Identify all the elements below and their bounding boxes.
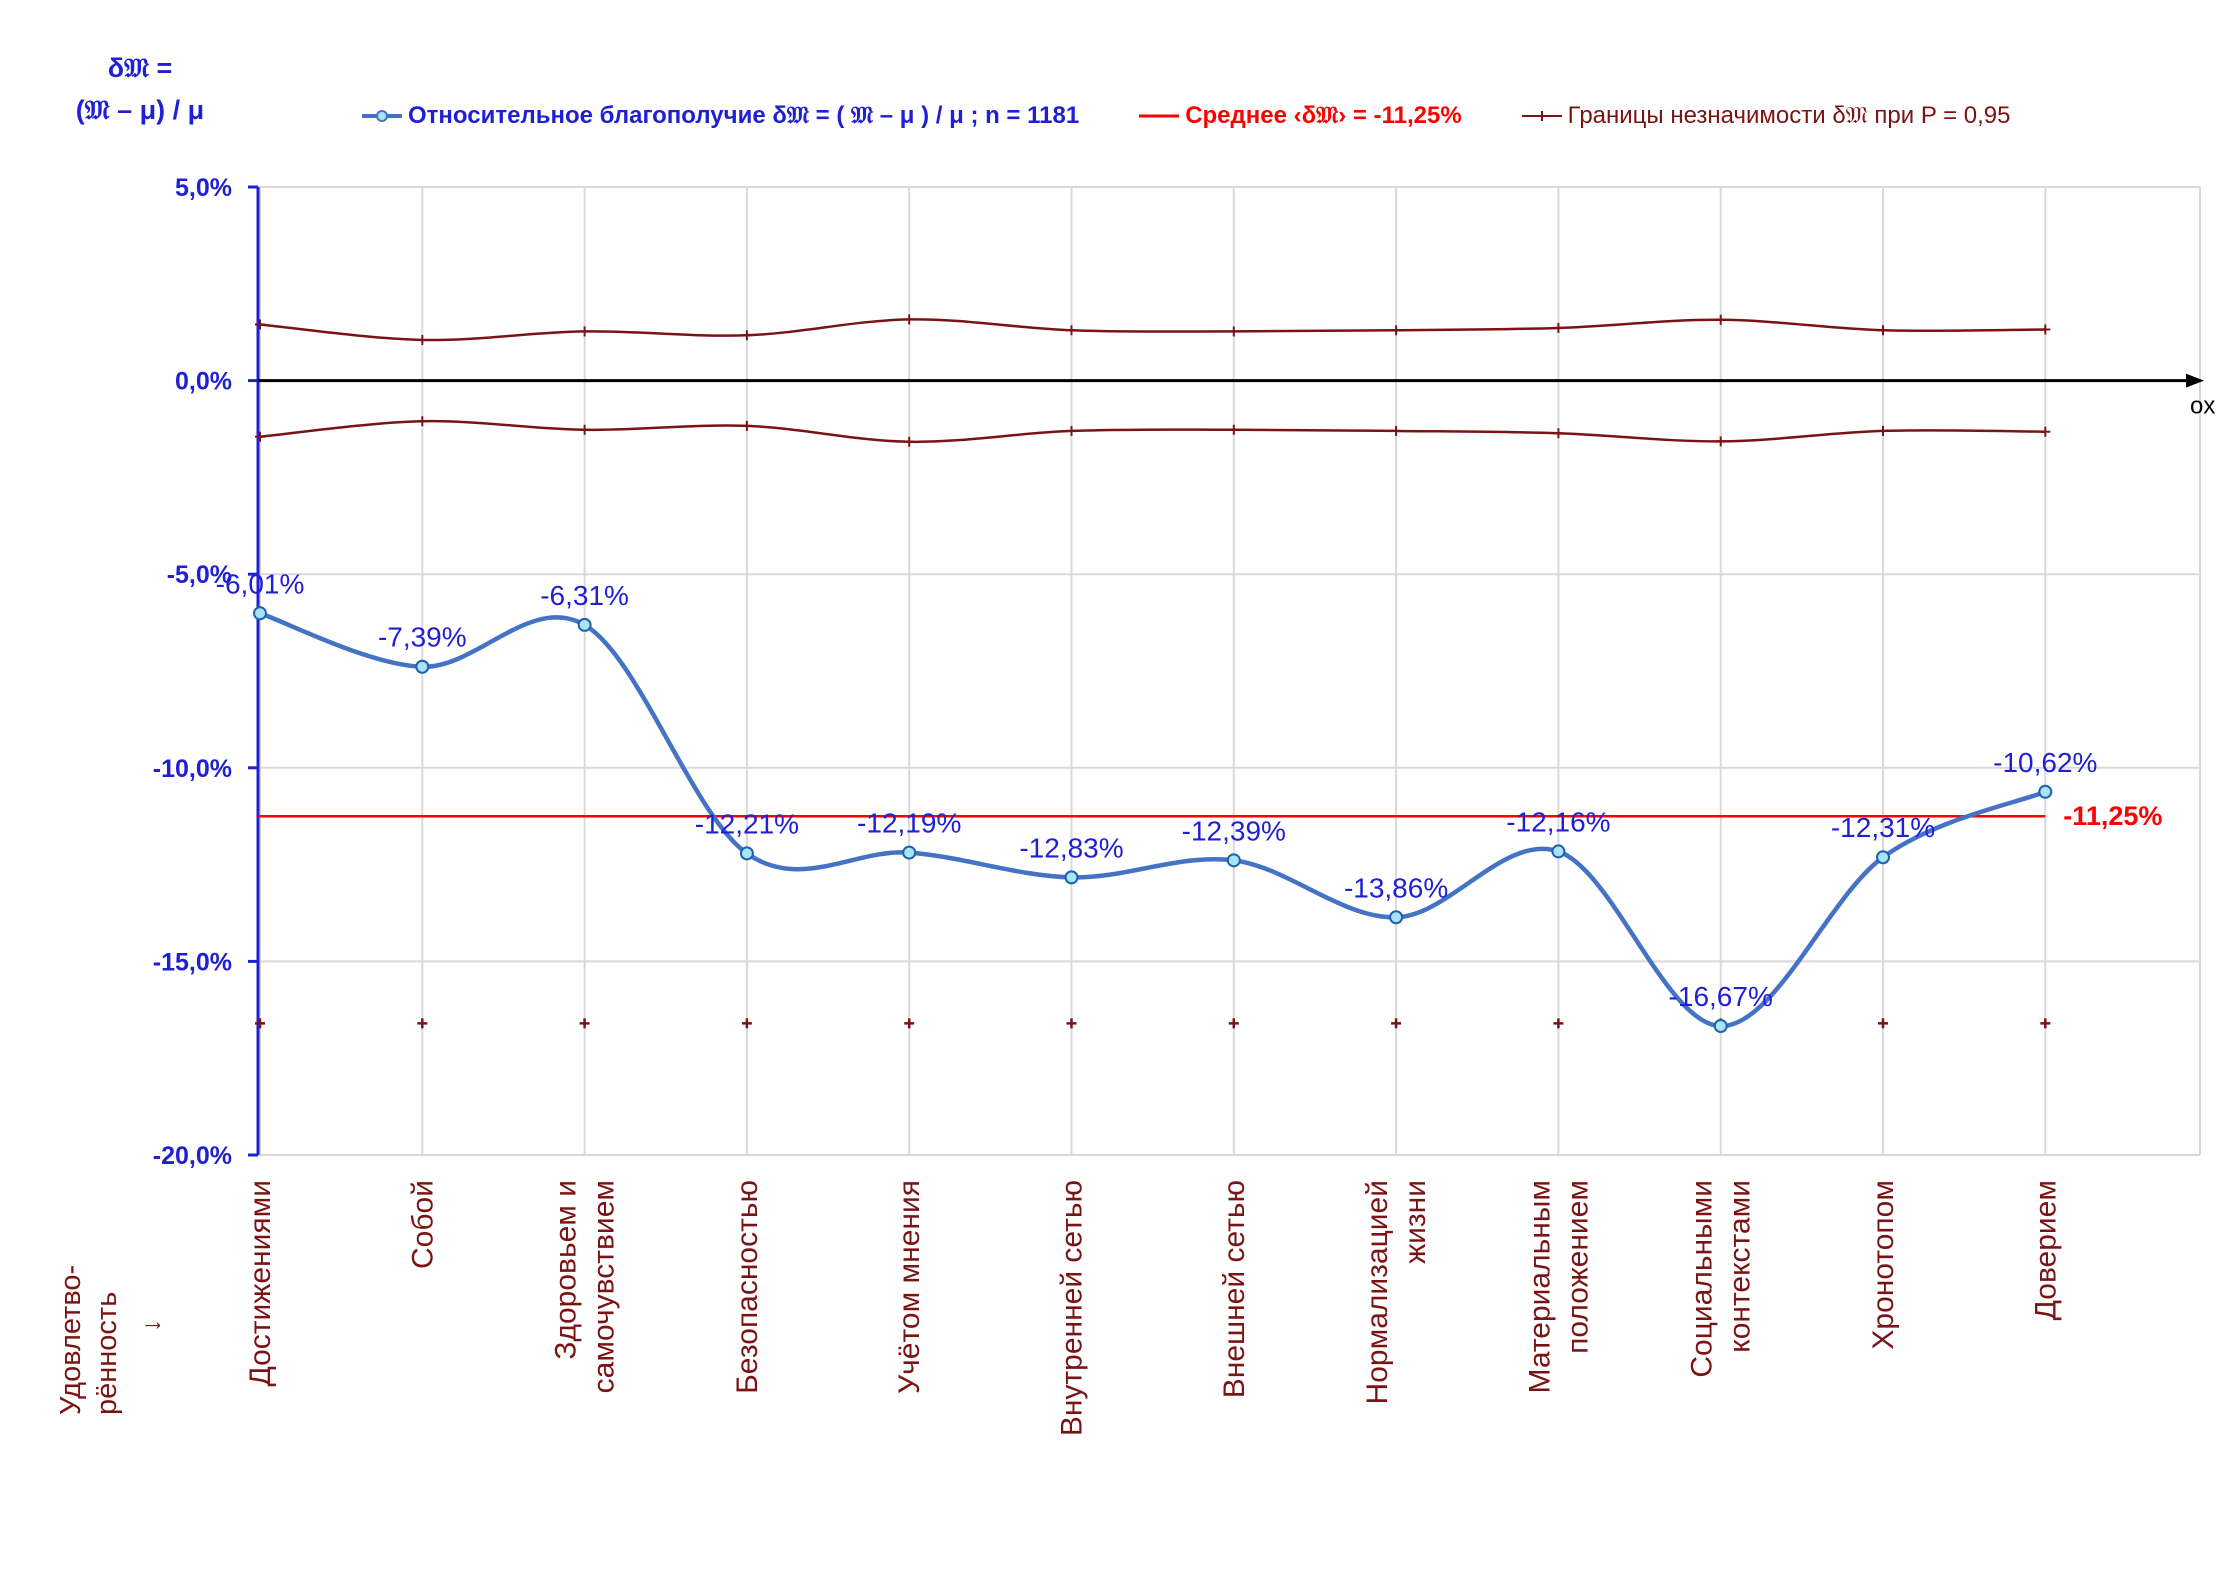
- bounds-upper-line: [259, 318, 2046, 342]
- data-label: -6,01%: [216, 568, 305, 599]
- category-label: Собой: [406, 1180, 439, 1269]
- series-point: [253, 606, 267, 621]
- series-point: [415, 659, 430, 674]
- category-label-line: Здоровьем и: [550, 1180, 583, 1360]
- category-label: Материальным положением: [1523, 1180, 1594, 1393]
- data-label: -12,21%: [695, 808, 799, 839]
- category-label: Нормализацией жизни: [1361, 1180, 1432, 1404]
- data-label: -6,31%: [540, 580, 629, 611]
- y-tick-label: -5,0%: [167, 561, 232, 589]
- legend-swatch-series: [362, 110, 402, 122]
- data-label: -12,19%: [857, 808, 961, 839]
- category-label-line: Нормализацией: [1361, 1180, 1394, 1404]
- series-line: [259, 611, 2047, 1029]
- category-label: Здоровьем и самочувствием: [550, 1180, 621, 1393]
- category-label: Внутренней сетью: [1056, 1180, 1089, 1436]
- category-label-line: самочувствием: [588, 1180, 621, 1393]
- series-point: [577, 617, 592, 632]
- category-label-line: Внешней сетью: [1218, 1180, 1251, 1398]
- data-label: -12,83%: [1019, 832, 1123, 863]
- legend-swatch-bounds: [1521, 111, 1562, 121]
- series-point: [1226, 853, 1241, 868]
- category-label: Безопасностью: [731, 1180, 764, 1394]
- legend-swatch-mean: [1139, 114, 1180, 118]
- data-label: -10,62%: [1993, 747, 2097, 778]
- y-axis-title: δ𝔐 = (𝔐 – μ) / μ: [60, 48, 220, 132]
- x-axis-corner-label-svg: Удовлетво- рённость →: [55, 1265, 166, 1415]
- series-point: [739, 846, 754, 861]
- category-label: Хронотопом: [1867, 1180, 1900, 1350]
- category-label-line: Безопасностью: [731, 1180, 764, 1394]
- category-label-line: Хронотопом: [1867, 1180, 1900, 1350]
- category-label-line: Материальным: [1523, 1180, 1556, 1393]
- legend: Относительное благополучие δ𝔐 = ( 𝔐 – μ …: [360, 96, 2068, 136]
- category-label: Достижениями: [244, 1180, 277, 1387]
- y-tick-label: 0,0%: [175, 368, 232, 396]
- category-label-line: контекстами: [1724, 1180, 1757, 1353]
- x-axis-arrow-icon: [2186, 373, 2204, 388]
- category-label-line: Социальными: [1686, 1180, 1719, 1378]
- y-tick-label: -15,0%: [153, 948, 232, 976]
- legend-label-mean: Среднее ‹δ𝔐› = -11,25%: [1185, 102, 1462, 129]
- y-axis-title-line1: δ𝔐 =: [107, 53, 173, 83]
- series-point: [1713, 1019, 1728, 1034]
- series-point: [902, 845, 917, 860]
- y-tick-label: 5,0%: [175, 174, 232, 202]
- bounds-lower-line: [259, 419, 2046, 444]
- category-label: Внешней сетью: [1218, 1180, 1251, 1398]
- category-label-line: Внутренней сетью: [1056, 1180, 1089, 1436]
- y-tick-label: -20,0%: [153, 1142, 232, 1170]
- y-tick-label: -10,0%: [153, 755, 232, 783]
- category-label-line: положением: [1561, 1180, 1594, 1354]
- x-axis-corner-label: Удовлетво- рённость →: [40, 1190, 166, 1439]
- category-label: Социальными контекстами: [1686, 1180, 1757, 1378]
- category-label-line: Доверием: [2029, 1180, 2062, 1320]
- legend-item-bounds: Границы незначимости δ𝔐 при P = 0,95: [1520, 102, 2011, 130]
- legend-item-series: Относительное благополучие δ𝔐 = ( 𝔐 – μ …: [360, 102, 1079, 130]
- data-label: -7,39%: [378, 622, 467, 653]
- data-label: -13,86%: [1344, 872, 1448, 903]
- data-label: -12,16%: [1506, 806, 1610, 837]
- legend-label-series: Относительное благополучие δ𝔐 = ( 𝔐 – μ …: [408, 102, 1080, 129]
- category-label-line: Собой: [406, 1180, 439, 1269]
- series-point: [1551, 844, 1566, 859]
- series-point: [1389, 910, 1404, 925]
- category-label-line: Достижениями: [244, 1180, 277, 1387]
- category-label: Учётом мнения: [893, 1180, 926, 1394]
- series-point: [1876, 850, 1890, 865]
- x-corner-line2: рённость: [91, 1292, 123, 1415]
- category-label-line: жизни: [1399, 1180, 1432, 1264]
- x-corner-line1: Удовлетво-: [55, 1265, 87, 1415]
- legend-item-mean: Среднее ‹δ𝔐› = -11,25%: [1137, 102, 1462, 130]
- category-label-line: Учётом мнения: [893, 1180, 926, 1394]
- series-point: [1064, 870, 1079, 885]
- series-point: [2038, 784, 2053, 799]
- category-label: Доверием: [2029, 1180, 2062, 1320]
- data-label: -12,39%: [1182, 815, 1286, 846]
- x-axis-name: ox: [2190, 393, 2215, 420]
- y-axis-title-line2: (𝔐 – μ) / μ: [75, 94, 205, 125]
- legend-label-bounds: Границы незначимости δ𝔐 при P = 0,95: [1567, 102, 2011, 129]
- data-label: -16,67%: [1669, 981, 1773, 1012]
- mean-label: -11,25%: [2063, 801, 2162, 831]
- data-label: -12,31%: [1831, 812, 1935, 843]
